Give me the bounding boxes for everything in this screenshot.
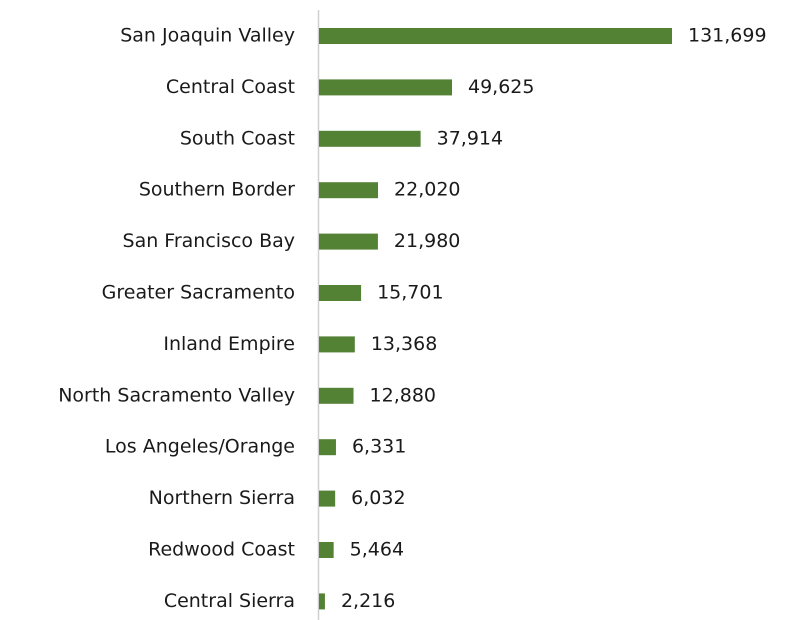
bar (319, 285, 362, 301)
bar (319, 542, 334, 558)
value-label: 6,331 (352, 436, 406, 458)
category-label: San Joaquin Valley (120, 25, 295, 47)
category-label: Los Angeles/Orange (105, 436, 295, 458)
value-label: 21,980 (394, 230, 460, 252)
category-label: South Coast (180, 127, 295, 149)
category-label: Greater Sacramento (102, 282, 295, 304)
category-label: Central Sierra (164, 590, 295, 612)
value-label: 2,216 (341, 590, 395, 612)
category-label: Southern Border (139, 179, 295, 201)
bar (319, 130, 421, 147)
category-label: Inland Empire (163, 333, 295, 355)
category-label: North Sacramento Valley (58, 384, 295, 406)
value-label: 37,914 (437, 127, 503, 149)
value-label: 22,020 (394, 179, 460, 201)
category-label: Northern Sierra (149, 487, 295, 509)
value-label: 5,464 (350, 539, 404, 561)
bar (319, 490, 336, 507)
value-label: 15,701 (377, 282, 443, 304)
category-label: Redwood Coast (148, 539, 295, 561)
value-label: 131,699 (688, 25, 767, 47)
bar (319, 336, 355, 353)
bar (319, 28, 672, 44)
value-label: 12,880 (370, 384, 436, 406)
bar (319, 182, 379, 199)
bar (319, 593, 325, 610)
value-label: 6,032 (351, 487, 405, 509)
bar (319, 79, 453, 96)
category-label: Central Coast (166, 76, 295, 98)
bar (319, 387, 354, 404)
bar (319, 439, 336, 456)
bar (319, 233, 378, 250)
category-label: San Francisco Bay (123, 230, 295, 252)
value-label: 49,625 (468, 76, 534, 98)
value-label: 13,368 (371, 333, 437, 355)
